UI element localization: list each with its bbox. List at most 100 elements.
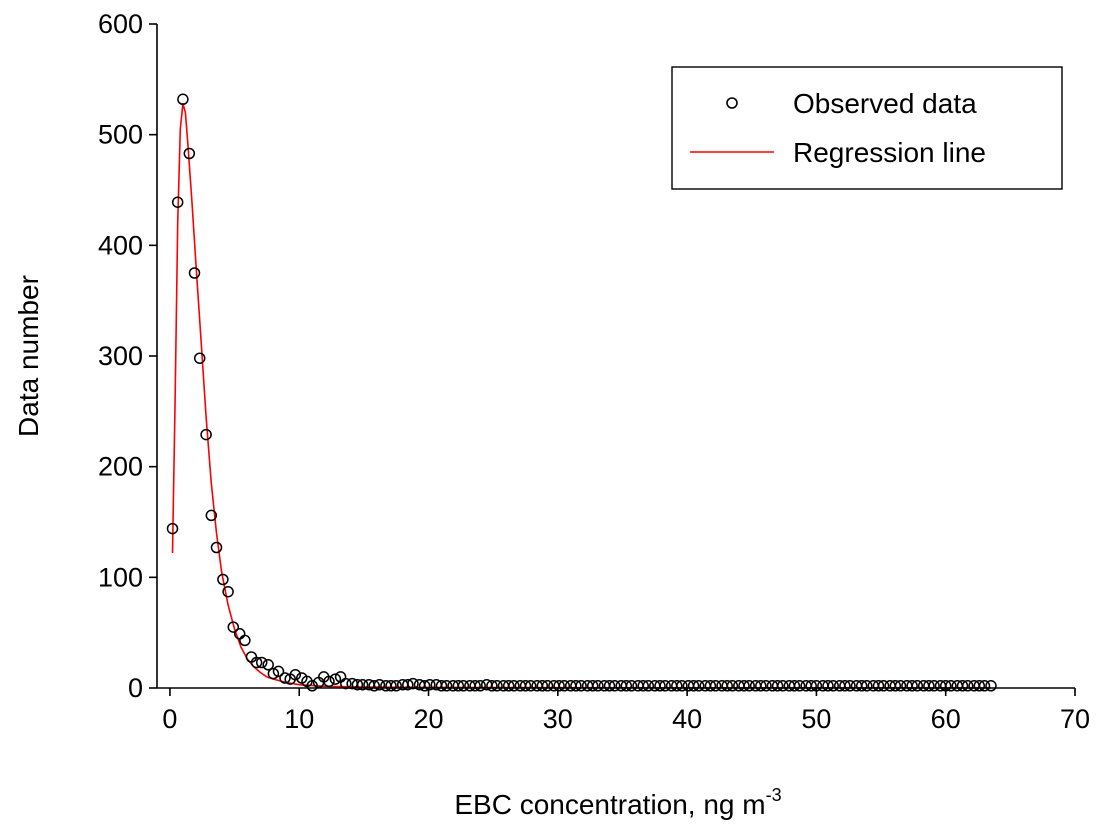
observed-data-point: [385, 680, 397, 692]
y-axis-title: Data number: [13, 275, 44, 437]
observed-data-point: [440, 680, 453, 692]
y-tick-label: 600: [98, 9, 143, 39]
observed-data-point: [222, 585, 234, 598]
observed-data-point: [654, 680, 666, 692]
x-axis-title-superscript: -3: [766, 785, 782, 805]
observed-data-point: [541, 680, 554, 692]
observed-data-point: [351, 678, 364, 691]
x-tick-label: 10: [284, 704, 314, 734]
x-tick-label: 70: [1060, 704, 1090, 734]
legend-label-observed: Observed data: [793, 88, 977, 119]
observed-data-point: [738, 680, 750, 692]
observed-data-point: [239, 634, 251, 647]
y-tick-label: 100: [98, 562, 143, 592]
observed-data-point: [911, 680, 924, 692]
observed-data-point: [704, 680, 717, 692]
legend-marker-observed: [726, 97, 738, 109]
observed-data-point: [985, 680, 997, 692]
observed-data-point: [676, 680, 688, 692]
observed-data-point: [861, 680, 873, 692]
observed-data-point: [424, 678, 436, 691]
observed-data-point: [973, 680, 986, 692]
observed-data-point: [788, 680, 801, 692]
observed-data-point: [329, 673, 342, 685]
observed-data-point: [193, 352, 206, 364]
observed-data-point: [687, 680, 700, 692]
x-ticks: 0 10 20 30 40 50 60 70: [162, 688, 1090, 734]
y-tick-label: 200: [98, 452, 143, 482]
y-tick-label: 300: [98, 341, 143, 371]
legend-label-regression: Regression line: [793, 137, 986, 168]
observed-data-point: [642, 680, 655, 692]
observed-data-point: [188, 267, 201, 279]
observed-data-point: [928, 680, 940, 692]
observed-data-point: [906, 680, 918, 692]
observed-data-point: [839, 680, 851, 692]
observed-data-point: [474, 680, 486, 692]
observed-data-point: [877, 680, 890, 692]
observed-data-point: [452, 680, 465, 692]
points-layer: [166, 93, 997, 692]
observed-data-point: [469, 680, 481, 692]
legend[interactable]: Observed data Regression line: [671, 66, 1063, 190]
x-tick-label: 60: [931, 704, 961, 734]
observed-data-point: [872, 680, 885, 692]
x-tick-label: 20: [413, 704, 443, 734]
observed-data-point: [183, 147, 196, 160]
observed-data-point: [255, 656, 268, 669]
observed-data-point: [171, 196, 184, 208]
observed-data-point: [356, 678, 369, 691]
y-tick-label: 400: [98, 230, 143, 260]
observed-data-point: [586, 680, 599, 692]
x-tick-label: 40: [672, 704, 702, 734]
observed-data-point: [592, 680, 604, 692]
observed-data-point: [279, 672, 291, 684]
observed-data-point: [844, 680, 856, 692]
observed-data-point: [603, 680, 616, 692]
x-tick-label: 30: [543, 704, 573, 734]
observed-data-point: [435, 680, 448, 692]
observed-data-point: [508, 680, 520, 692]
observed-data-point: [166, 522, 179, 535]
regression-layer: [171, 102, 992, 689]
observed-data-point: [692, 680, 705, 692]
observed-data-point: [200, 428, 212, 441]
observed-data-point: [793, 680, 806, 692]
observed-data-point: [177, 93, 189, 106]
y-ticks: 0 100 200 300 400 500 600: [98, 9, 157, 703]
observed-data-point: [637, 680, 649, 692]
observed-data-point: [923, 680, 935, 692]
observed-data-point: [519, 680, 532, 692]
observed-data-point: [608, 680, 621, 692]
observed-data-point: [671, 680, 683, 692]
regression-line: [171, 102, 992, 689]
observed-data-point: [709, 680, 722, 692]
observed-data-point: [575, 680, 587, 692]
observed-data-point: [620, 680, 633, 692]
observed-data-point: [659, 680, 671, 692]
observed-data-point: [827, 680, 839, 692]
observed-data-point: [625, 680, 638, 692]
observed-data-point: [961, 680, 974, 692]
y-tick-label: 500: [98, 120, 143, 150]
observed-data-point: [945, 680, 957, 692]
observed-data-point: [272, 665, 285, 678]
observed-data-point: [418, 680, 431, 692]
observed-data-point: [373, 678, 386, 691]
observed-data-point: [457, 680, 470, 692]
x-axis-title-main: EBC concentration, ng m: [454, 789, 765, 820]
observed-data-point: [250, 656, 263, 669]
observed-data-point: [760, 680, 772, 692]
observed-data-point: [491, 680, 503, 692]
observed-data-point: [570, 680, 582, 692]
observed-data-point: [227, 621, 240, 633]
legend-box: [671, 66, 1063, 190]
observed-data-point: [323, 675, 335, 688]
observed-data-point: [855, 680, 868, 692]
observed-data-point: [894, 680, 907, 692]
observed-data-point: [486, 680, 498, 692]
observed-data-point: [822, 680, 834, 692]
observed-data-point: [289, 668, 302, 681]
observed-data-point: [889, 680, 902, 692]
observed-data-point: [755, 680, 767, 692]
